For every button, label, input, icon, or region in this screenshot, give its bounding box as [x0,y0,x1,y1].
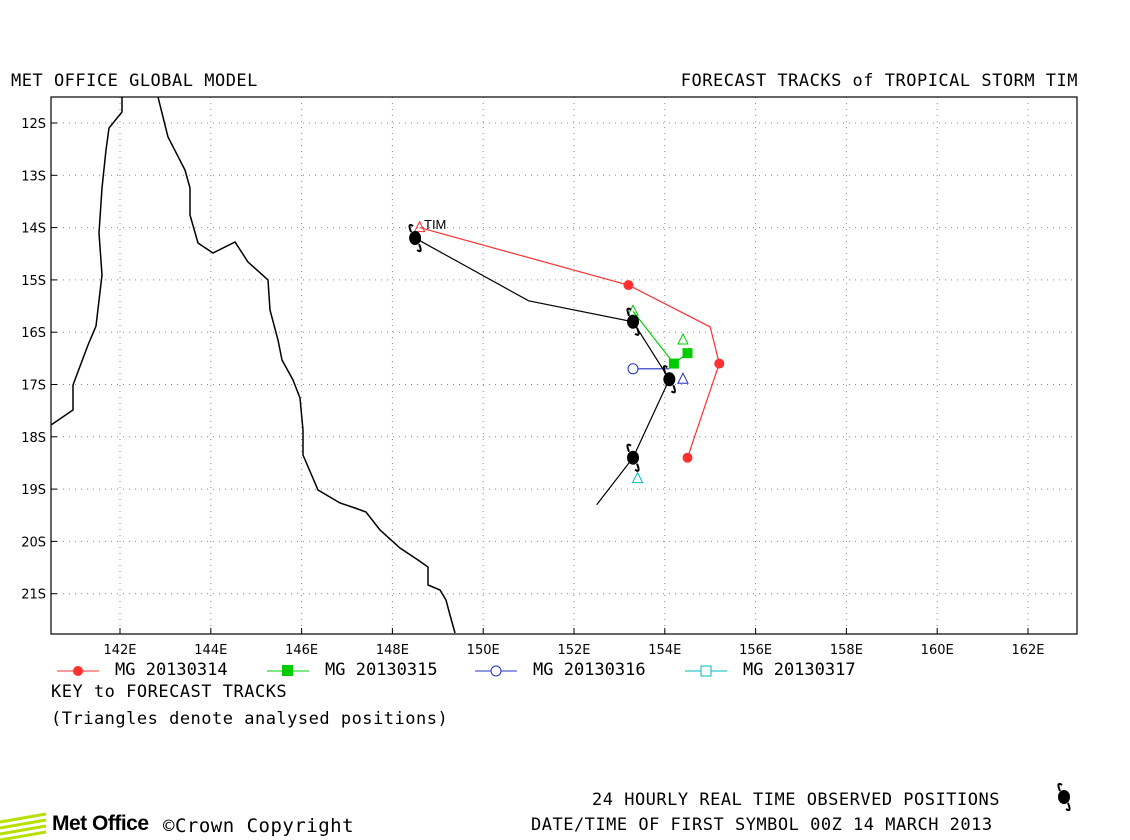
analysed-position-marker [413,220,426,233]
lon-tick-label: 148E [376,643,409,658]
legend-label: MG 20130317 [743,660,856,680]
legend-label: MG 20130314 [115,660,228,680]
longitude-labels: 142E 144E 146E 148E 150E 152E 154E 156E 158E 160E… [103,643,1044,658]
observed-track [408,223,676,506]
analysed-position-marker [631,471,644,484]
lat-tick-label: 17S [21,379,46,394]
map-frame [50,96,1078,635]
lon-tick-label: 152E [557,643,590,658]
storm-symbol-arm [416,243,422,253]
lon-tick-label: 160E [921,643,954,658]
map-grid [51,97,1077,634]
observed-track-line [414,237,671,506]
legend-label: MG 20130316 [533,660,646,680]
first-symbol-datetime: DATE/TIME OF FIRST SYMBOL 00Z 14 MARCH 2… [531,815,993,835]
lat-tick-label: 21S [21,588,46,603]
lon-tick-label: 158E [830,643,863,658]
lat-tick-label: 13S [21,169,46,184]
lon-tick-label: 156E [739,643,772,658]
coastline [50,96,456,634]
storm-symbol-core [409,231,422,246]
storm-symbol-icon [662,365,676,394]
lon-tick-label: 162E [1011,643,1044,658]
lon-tick-label: 150E [467,643,500,658]
met-office-logo-text: Met Office [52,812,149,835]
track-marker [714,358,725,369]
observed-positions-note: 24 HOURLY REAL TIME OBSERVED POSITIONS [592,790,1000,810]
analysed-position-marker [627,304,639,316]
lon-tick-label: 146E [285,643,318,658]
track-marker [682,452,693,463]
lat-tick-label: 16S [21,326,46,341]
legend-item-mg20130314: MG 20130314 [55,660,265,682]
legend-item-mg20130316: MG 20130316 [473,660,683,682]
storm-symbol-arm [634,463,640,472]
lat-tick-label: 15S [21,274,46,289]
lat-tick-label: 12S [21,117,46,132]
legend-key-title: KEY to FORECAST TRACKS [51,682,288,702]
analysed-position-marker [677,332,689,345]
model-title: MET OFFICE GLOBAL MODEL [11,71,258,91]
lon-tick-label: 144E [194,643,227,658]
lat-tick-label: 14S [21,222,46,237]
storm-symbol-arm [408,223,414,233]
lat-tick-label: 18S [21,431,46,446]
storm-symbol-core [627,314,640,329]
storm-symbol-arm [626,443,632,453]
track-marker [682,348,693,359]
storm-symbol-arm [670,384,676,394]
track-marker [627,363,639,375]
legend-item-mg20130315: MG 20130315 [265,660,475,682]
track-line [419,227,720,458]
track-marker [623,280,634,291]
lon-tick-label: 154E [648,643,681,658]
storm-symbol-icon [408,223,422,253]
analysed-position-marker [677,372,689,384]
storm-symbol-arm [662,365,668,374]
storm-symbol-icon [626,443,640,472]
met-office-logo-icon [0,812,47,840]
storm-symbol-core [627,450,640,465]
legend-label: MG 20130315 [325,660,438,680]
track-line [632,310,688,365]
legend-item-mg20130317: MG 20130317 [683,660,893,682]
storm-symbol-arm [626,307,632,317]
storm-symbol-icon [626,307,640,336]
lat-tick-label: 19S [21,483,46,498]
storm-symbol-arm [634,327,640,336]
legend-key-note: (Triangles denote analysed positions) [51,709,449,729]
track-marker [668,358,679,369]
storm-symbol-icon [1057,782,1071,812]
forecast-title: FORECAST TRACKS of TROPICAL STORM TIM [680,71,1078,91]
forecast-tracks [413,220,725,484]
storm-label: TIM [424,217,446,232]
copyright-text: ©Crown Copyright [163,815,355,837]
storm-symbol-core [663,372,676,387]
lon-tick-label: 142E [103,643,136,658]
latitude-labels: 12S 13S 14S 15S 16S 17S 18S 19S 20S 21S [21,117,46,603]
lat-tick-label: 20S [21,535,46,550]
